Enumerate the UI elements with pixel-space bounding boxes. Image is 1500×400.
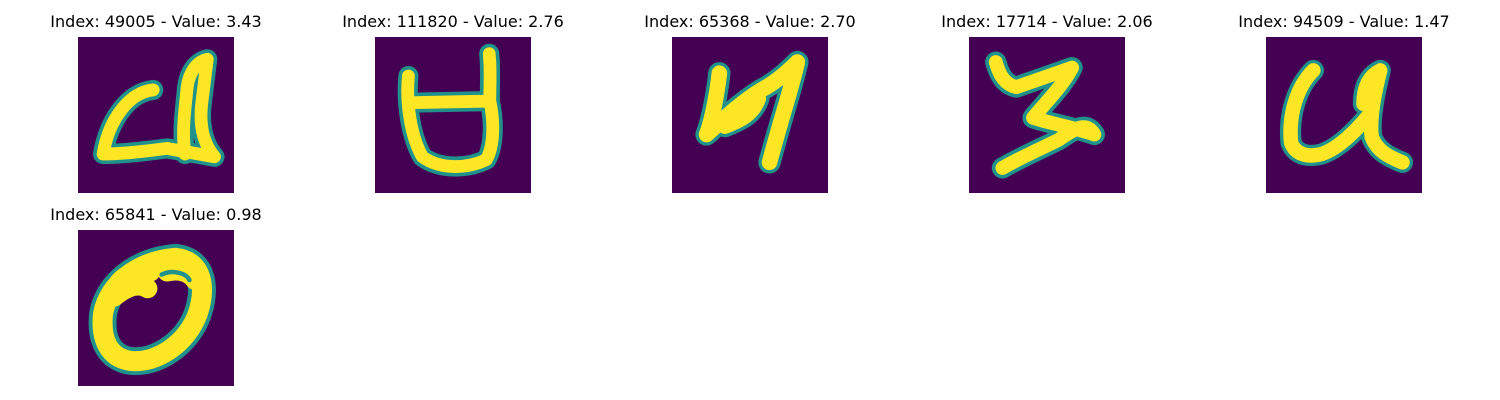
panel-title: Index: 111820 - Value: 2.76	[342, 12, 564, 31]
panel-title: Index: 17714 - Value: 2.06	[941, 12, 1153, 31]
panel-title: Index: 65841 - Value: 0.98	[50, 205, 262, 224]
panel-title: Index: 65368 - Value: 2.70	[644, 12, 856, 31]
panel-title: Index: 49005 - Value: 3.43	[50, 12, 262, 31]
digit-image	[1266, 37, 1422, 193]
digit-image	[672, 37, 828, 193]
panel-title: Index: 94509 - Value: 1.47	[1238, 12, 1450, 31]
digit-image	[78, 230, 234, 386]
digit-image	[78, 37, 234, 193]
digit-image	[375, 37, 531, 193]
digit-image	[969, 37, 1125, 193]
